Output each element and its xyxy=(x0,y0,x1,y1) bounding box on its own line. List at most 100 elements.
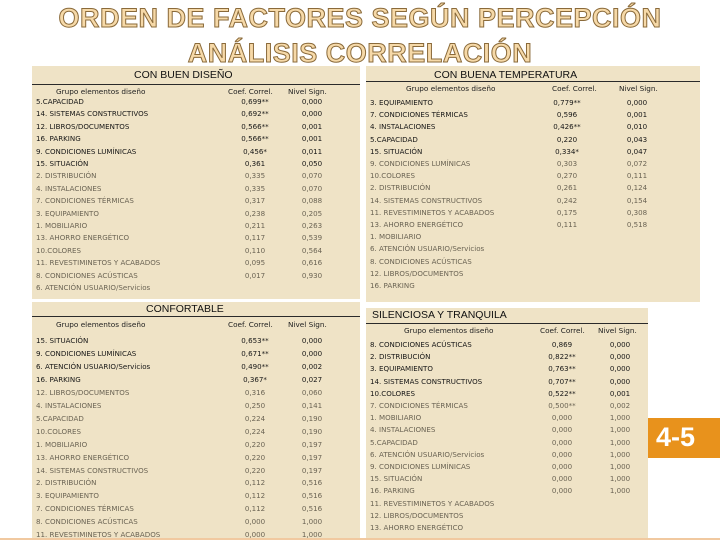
slide-number: 4-5 xyxy=(656,422,696,452)
coef-value: 0,000 xyxy=(551,474,573,484)
sign-value: 0,616 xyxy=(301,258,323,268)
coef-value: 0,000 xyxy=(244,517,266,527)
factor-name: 10.COLORES xyxy=(36,245,82,255)
sign-value: 0,000 xyxy=(609,376,631,386)
sign-value: 0,070 xyxy=(301,183,323,193)
table-row: 6. ATENCIÓN USUARIO/Servicios xyxy=(32,282,360,294)
factor-name: 7. CONDICIONES TÉRMICAS xyxy=(370,110,468,120)
panel-confortable: CONFORTABLE Grupo elementos diseño Coef.… xyxy=(32,302,360,540)
factor-name: 8. CONDICIONES ACÚSTICAS xyxy=(370,340,472,349)
table-row: 15. SITUACIÓN 0,000 1,000 xyxy=(366,473,648,485)
title-line-1: ORDEN DE FACTORES SEGÚN PERCEPCIÓN xyxy=(58,3,662,33)
table-row: 3. EQUIPAMIENTO 0,238 0,205 xyxy=(32,208,360,220)
sign-value: 0,001 xyxy=(609,388,631,398)
coef-value: 0,303 xyxy=(556,159,578,168)
table-row: 10.COLORES 0,110 0,564 xyxy=(32,245,360,257)
header-sign: Nivel Sign. xyxy=(288,320,327,329)
coef-value: 0,334* xyxy=(555,146,579,156)
table-row: 2. DISTRIBUCIÓN 0,335 0,070 xyxy=(32,170,360,182)
sign-value: 1,000 xyxy=(301,530,323,540)
coef-value: 0,456* xyxy=(243,146,267,156)
coef-value: 0,596 xyxy=(556,110,578,120)
factor-name: 14. SISTEMAS CONSTRUCTIVOS xyxy=(370,195,483,205)
panel-title: CON BUEN DISEÑO xyxy=(134,69,233,81)
sign-value: 1,000 xyxy=(609,449,631,459)
panel-buena-temperatura: CON BUENA TEMPERATURA Grupo elementos di… xyxy=(366,66,700,302)
factor-name: 16. PARKING xyxy=(36,374,81,384)
coef-value: 0,224 xyxy=(244,413,266,423)
table-row: 15. SITUACIÓN 0,653** 0,000 xyxy=(32,335,360,347)
factor-name: 7. CONDICIONES TÉRMICAS xyxy=(36,504,134,514)
factor-name: 8. CONDICIONES ACÚSTICAS xyxy=(370,256,472,266)
header-sign: Nivel Sign. xyxy=(288,87,327,96)
factor-name: 4. INSTALACIONES xyxy=(370,122,436,132)
factor-name: 6. ATENCIÓN USUARIO/Servicios xyxy=(36,283,151,292)
table-row: 2. DISTRIBUCIÓN 0,261 0,124 xyxy=(366,182,700,194)
table-row: 8. CONDICIONES ACÚSTICAS 0,017 0,930 xyxy=(32,270,360,282)
sign-value: 0,002 xyxy=(301,361,323,371)
table-row: 11. REVESTIMINETOS Y ACABADOS 0,175 0,308 xyxy=(366,207,700,219)
sign-value: 1,000 xyxy=(609,486,631,496)
sign-value: 1,000 xyxy=(609,474,631,484)
coef-value: 0,779** xyxy=(553,98,581,107)
sign-value: 0,000 xyxy=(301,336,323,345)
table-row: 10.COLORES 0,224 0,190 xyxy=(32,426,360,438)
sign-value: 0,111 xyxy=(626,171,648,181)
table-row: 13. AHORRO ENERGÉTICO 0,117 0,539 xyxy=(32,232,360,244)
sign-value: 0,000 xyxy=(609,340,631,349)
header-sign: Nivel Sign. xyxy=(598,326,637,335)
sign-value: 0,001 xyxy=(301,134,323,144)
factor-name: 3. EQUIPAMIENTO xyxy=(370,364,433,374)
sign-value: 0,000 xyxy=(301,348,323,358)
factor-name: 4. INSTALACIONES xyxy=(370,425,436,435)
title-line-2: ANÁLISIS CORRELACIÓN xyxy=(187,38,533,68)
sign-value: 0,308 xyxy=(626,207,648,217)
coef-value: 0,822** xyxy=(548,352,576,362)
factor-name: 11. REVESTIMINETOS Y ACABADOS xyxy=(370,207,495,217)
table-row: 13. AHORRO ENERGÉTICO 0,220 0,197 xyxy=(32,452,360,464)
coef-value: 0,224 xyxy=(244,426,266,436)
table-row: 5.CAPACIDAD 0,220 0,043 xyxy=(366,134,700,146)
coef-value: 0,220 xyxy=(244,452,266,462)
sign-value: 1,000 xyxy=(609,425,631,435)
coef-value: 0,220 xyxy=(244,465,266,475)
table-row: 11. REVESTIMINETOS Y ACABADOS 0,000 1,000 xyxy=(32,529,360,540)
sign-value: 0,000 xyxy=(609,352,631,362)
factor-name: 11. REVESTIMINETOS Y ACABADOS xyxy=(370,498,495,508)
factor-name: 8. CONDICIONES ACÚSTICAS xyxy=(36,517,138,527)
sign-value: 0,539 xyxy=(301,233,323,243)
coef-value: 0,000 xyxy=(551,437,573,447)
factor-name: 8. CONDICIONES ACÚSTICAS xyxy=(36,270,138,280)
table-row: 9. CONDICIONES LUMÍNICAS 0,303 0,072 xyxy=(366,158,700,170)
table-row: 6. ATENCIÓN USUARIO/Servicios xyxy=(366,243,700,255)
factor-name: 9. CONDICIONES LUMÍNICAS xyxy=(370,462,471,471)
coef-value: 0,000 xyxy=(551,449,573,459)
table-row: 9. CONDICIONES LUMÍNICAS 0,456* 0,011 xyxy=(32,146,360,158)
header-group: Grupo elementos diseño xyxy=(404,326,494,335)
factor-name: 16. PARKING xyxy=(370,281,415,290)
factor-name: 15. SITUACIÓN xyxy=(36,336,89,345)
table-row: 9. CONDICIONES LUMÍNICAS 0,671** 0,000 xyxy=(32,348,360,360)
factor-name: 14. SISTEMAS CONSTRUCTIVOS xyxy=(36,465,149,475)
sign-value: 0,197 xyxy=(301,465,323,475)
factor-name: 3. EQUIPAMIENTO xyxy=(36,208,99,218)
sign-value: 0,205 xyxy=(301,208,323,218)
table-row: 1. MOBILIARIO xyxy=(366,231,700,243)
table-row: 8. CONDICIONES ACÚSTICAS xyxy=(366,256,700,268)
sign-value: 1,000 xyxy=(301,517,323,527)
factor-name: 11. REVESTIMINETOS Y ACABADOS xyxy=(36,258,161,268)
factor-name: 12. LIBROS/DOCUMENTOS xyxy=(370,268,464,278)
table-row: 4. INSTALACIONES 0,335 0,070 xyxy=(32,183,360,195)
table-row: 15. SITUACIÓN 0,361 0,050 xyxy=(32,158,360,170)
coef-value: 0,490** xyxy=(241,361,269,371)
table-row: 4. INSTALACIONES 0,000 1,000 xyxy=(366,424,648,436)
table-row: 12. LIBROS/DOCUMENTOS xyxy=(366,510,648,522)
coef-value: 0,500** xyxy=(548,401,576,410)
sign-value: 0,930 xyxy=(301,270,323,280)
factor-name: 9. CONDICIONES LUMÍNICAS xyxy=(370,159,471,168)
table-row: 12. LIBROS/DOCUMENTOS xyxy=(366,268,700,280)
factor-name: 15. SITUACIÓN xyxy=(370,474,423,484)
table-row: 14. SISTEMAS CONSTRUCTIVOS 0,242 0,154 xyxy=(366,195,700,207)
table-row: 13. AHORRO ENERGÉTICO 0,111 0,518 xyxy=(366,219,700,231)
sign-value: 0,141 xyxy=(301,400,323,410)
